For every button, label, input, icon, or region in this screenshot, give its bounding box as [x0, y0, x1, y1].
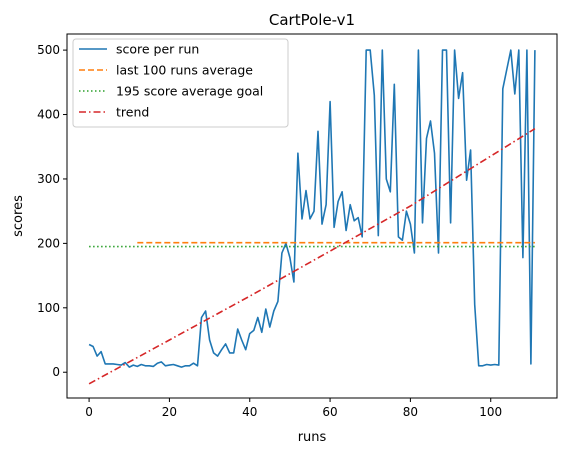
series-line-3 — [88, 128, 536, 385]
x-tick-label: 40 — [242, 405, 257, 419]
y-tick-label: 500 — [37, 43, 60, 57]
plot-frame — [66, 33, 558, 399]
legend-entry: last 100 runs average — [116, 63, 253, 78]
legend-entry: 195 score average goal — [116, 84, 263, 99]
chart-title: CartPole-v1 — [269, 11, 355, 29]
x-axis-label: runs — [298, 430, 327, 445]
y-tick-label: 400 — [37, 108, 60, 122]
legend: score per run last 100 runs average 195 sc… — [72, 38, 289, 128]
y-axis-label: scores — [11, 195, 26, 237]
x-tick-label: 80 — [403, 405, 418, 419]
legend-box — [72, 38, 289, 128]
x-tick-label: 0 — [85, 405, 93, 419]
y-tick-label: 300 — [37, 172, 60, 186]
y-tick-label: 100 — [37, 301, 60, 315]
y-tick-label: 0 — [52, 365, 60, 379]
legend-entry: score per run — [116, 42, 199, 57]
series-line-0 — [88, 49, 536, 368]
y-tick-label: 200 — [37, 236, 60, 250]
legend-entry: trend — [116, 105, 149, 120]
x-tick-label: 100 — [479, 405, 502, 419]
y-axis: 0 100 200 300 400 500 — [37, 43, 67, 379]
plot-area — [88, 49, 536, 385]
x-tick-label: 20 — [162, 405, 177, 419]
x-axis: 0 20 40 60 80 100 — [85, 398, 502, 419]
x-tick-label: 60 — [322, 405, 337, 419]
